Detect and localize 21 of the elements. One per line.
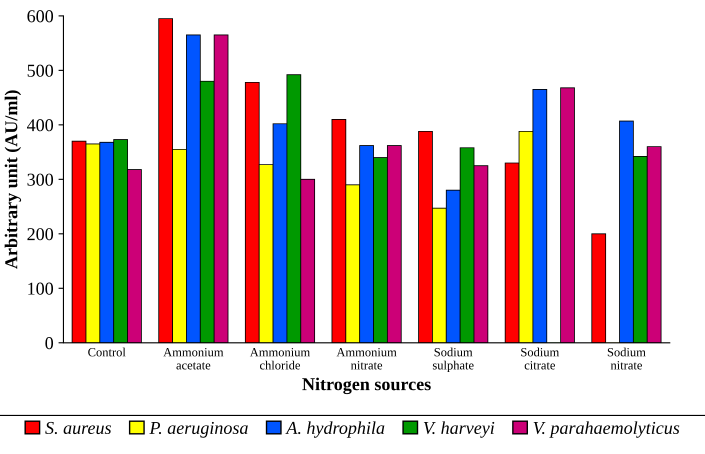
legend-label: S. aureus — [45, 422, 112, 434]
legend-label: V. parahaemolyticus — [534, 421, 680, 438]
legend-label: A. hydrophila — [285, 421, 384, 438]
legend-label: V. harveyi — [424, 421, 494, 438]
y-tick-label: 300 — [28, 174, 54, 186]
x-tick-label: Sodium citrate — [521, 348, 560, 370]
x-tick-label: Sodium sulphate — [432, 348, 474, 372]
y-tick-label: 400 — [26, 119, 54, 132]
y-tick-label: 500 — [28, 64, 54, 77]
x-tick-label: Control — [88, 348, 126, 356]
y-tick-label: 0 — [45, 337, 54, 350]
legend-label: P. aeruginosa — [149, 422, 248, 438]
x-axis-title: Nitrogen sources — [302, 378, 431, 394]
x-tick-label: Ammonium chloride — [250, 348, 310, 370]
x-tick-label: Sodium nitrate — [608, 348, 646, 370]
y-tick-label: 200 — [27, 228, 54, 240]
y-tick-label: 100 — [28, 282, 54, 295]
y-tick-label: 600 — [27, 10, 54, 22]
x-tick-label: Ammonium acetate — [163, 348, 224, 370]
y-axis-title: Arbitrary unit (AU/ml) — [4, 90, 22, 269]
x-tick-label: Ammonium nitrate — [336, 348, 397, 370]
